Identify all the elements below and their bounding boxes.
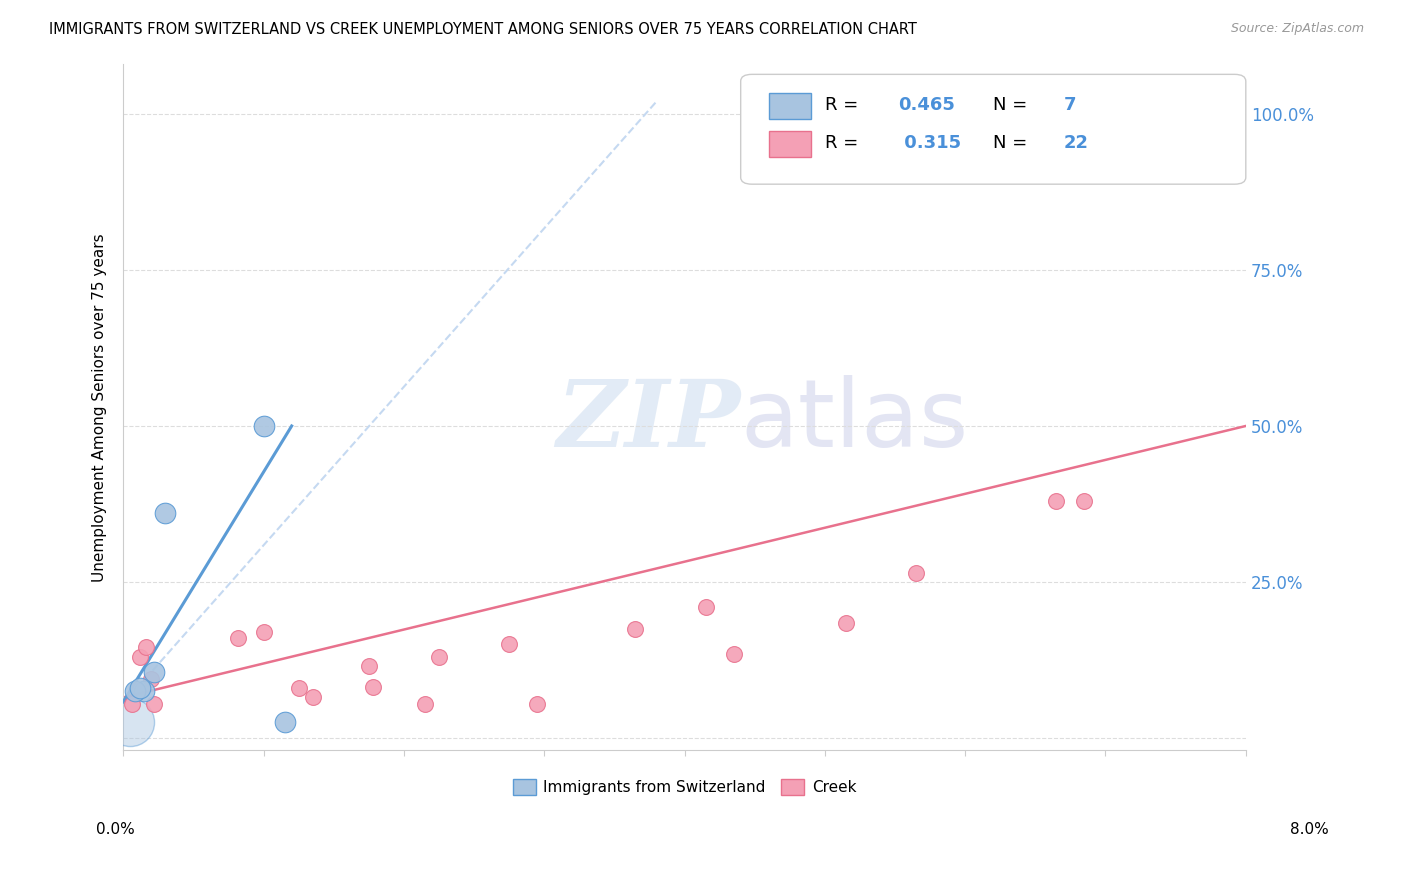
Point — [134, 684, 156, 698]
Point — [357, 659, 380, 673]
Text: R =: R = — [825, 96, 863, 114]
Point — [135, 640, 157, 655]
Text: N =: N = — [993, 96, 1033, 114]
Point — [124, 684, 146, 698]
Text: R =: R = — [825, 134, 863, 152]
Point — [129, 649, 152, 664]
Point — [723, 647, 745, 661]
Text: 8.0%: 8.0% — [1289, 822, 1329, 837]
Point — [120, 715, 142, 730]
Point — [624, 622, 647, 636]
Point — [427, 649, 450, 664]
Point — [905, 566, 928, 580]
Point — [273, 715, 295, 730]
Text: N =: N = — [993, 134, 1033, 152]
Point — [287, 681, 309, 695]
Text: atlas: atlas — [741, 375, 969, 467]
Point — [526, 697, 548, 711]
Point — [301, 690, 323, 705]
Point — [1073, 493, 1095, 508]
Point — [498, 637, 520, 651]
Point — [129, 681, 152, 695]
Point — [141, 672, 163, 686]
Point — [695, 599, 717, 614]
FancyBboxPatch shape — [741, 74, 1246, 184]
Point — [143, 665, 166, 680]
Point — [252, 419, 274, 434]
Point — [413, 697, 436, 711]
Text: 22: 22 — [1064, 134, 1090, 152]
Point — [1045, 493, 1067, 508]
Point — [252, 624, 274, 639]
Text: 7: 7 — [1064, 96, 1077, 114]
Point — [361, 680, 384, 694]
Text: 0.465: 0.465 — [898, 96, 955, 114]
Point — [228, 631, 250, 645]
Y-axis label: Unemployment Among Seniors over 75 years: Unemployment Among Seniors over 75 years — [93, 233, 107, 582]
Text: IMMIGRANTS FROM SWITZERLAND VS CREEK UNEMPLOYMENT AMONG SENIORS OVER 75 YEARS CO: IMMIGRANTS FROM SWITZERLAND VS CREEK UNE… — [49, 22, 917, 37]
Text: 0.0%: 0.0% — [96, 822, 135, 837]
Point — [121, 697, 143, 711]
Text: 0.315: 0.315 — [898, 134, 960, 152]
Point — [143, 697, 166, 711]
FancyBboxPatch shape — [769, 93, 811, 119]
Text: Source: ZipAtlas.com: Source: ZipAtlas.com — [1230, 22, 1364, 36]
FancyBboxPatch shape — [769, 130, 811, 157]
Point — [835, 615, 858, 630]
Legend: Immigrants from Switzerland, Creek: Immigrants from Switzerland, Creek — [506, 773, 862, 801]
Point — [155, 506, 177, 520]
Text: ZIP: ZIP — [557, 376, 741, 466]
